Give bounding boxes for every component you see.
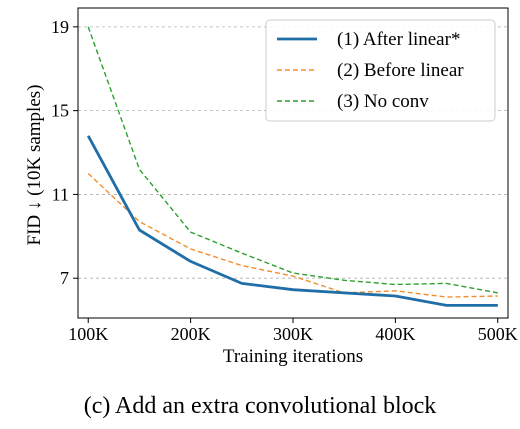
series-lines <box>86 26 498 307</box>
x-tick-label: 200K <box>171 324 211 344</box>
y-tick-label: 15 <box>51 101 69 121</box>
legend-label: (3) No conv <box>337 91 429 112</box>
series-line-3 <box>87 26 498 294</box>
legend-label: (2) Before linear <box>337 60 464 81</box>
x-tick-label: 300K <box>273 324 313 344</box>
y-axis-ticks: 7 11 15 19 <box>51 17 78 288</box>
y-tick-label: 7 <box>60 268 69 288</box>
y-tick-label: 11 <box>52 184 69 204</box>
legend: (1) After linear* (2) Before linear (3) No… <box>265 19 496 122</box>
x-tick-label: 400K <box>375 324 415 344</box>
legend-box <box>265 19 496 122</box>
x-tick-label: 100K <box>68 324 108 344</box>
y-tick-label: 19 <box>51 17 69 37</box>
legend-label: (1) After linear* <box>337 29 460 50</box>
y-axis-label: FID ↓ (10K samples) <box>24 85 45 246</box>
figure-caption: (c) Add an extra convolutional block <box>84 393 437 419</box>
x-axis-label: Training iterations <box>223 346 363 367</box>
x-tick-label: 500K <box>478 324 518 344</box>
series-line-2 <box>87 172 498 298</box>
x-axis-ticks: 100K 200K 300K 400K 500K <box>68 318 518 344</box>
series-line-1 <box>86 135 498 307</box>
